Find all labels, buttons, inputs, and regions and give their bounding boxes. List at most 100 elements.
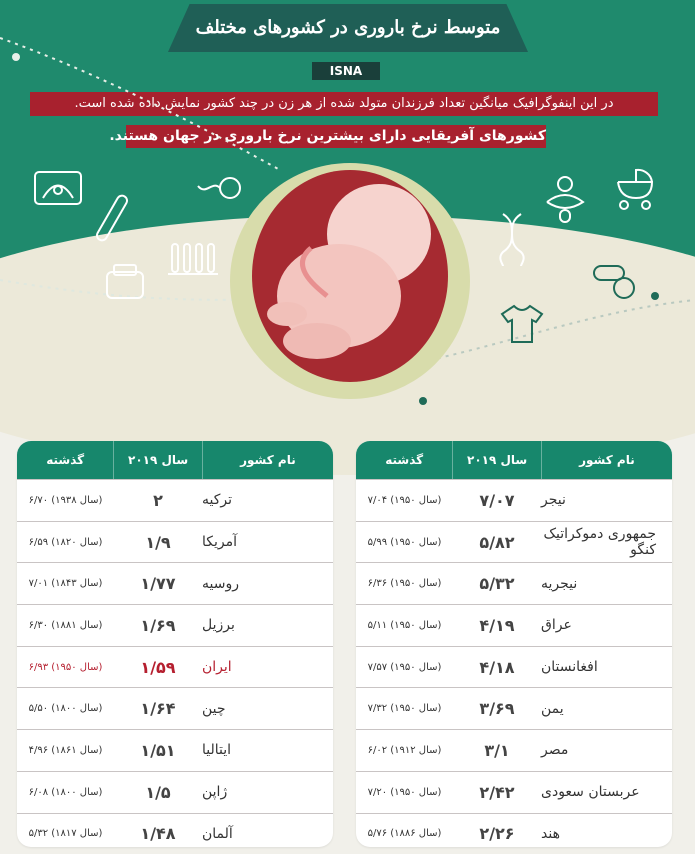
past-cell: ۷/۳۲ (سال ۱۹۵۰) <box>367 703 442 715</box>
rate-cell: ۱/۴۸ <box>140 824 176 844</box>
past-cell: ۵/۱۱ (سال ۱۹۵۰) <box>367 619 442 631</box>
past-cell: ۶/۰۲ (سال ۱۹۱۲) <box>367 744 442 756</box>
left-table-header: گذشته سال ۲۰۱۹ نام کشور <box>17 441 333 479</box>
country-cell: چین <box>202 700 226 717</box>
rate-cell: ۳/۱ <box>484 740 510 760</box>
header-year: سال ۲۰۱۹ <box>452 441 540 479</box>
table-row: ۵/۳۲ (سال ۱۸۱۷) ۱/۴۸ آلمان <box>17 812 333 848</box>
header-country: نام کشور <box>201 441 333 479</box>
table-row: ۶/۳۰ (سال ۱۸۸۱) ۱/۶۹ برزیل <box>17 604 333 646</box>
table-row: ۶/۳۶ (سال ۱۹۵۰) ۵/۳۲ نیجریه <box>356 562 672 604</box>
pacifier-icon <box>546 176 585 223</box>
country-cell: هند <box>541 825 560 842</box>
rate-cell: ۵/۳۲ <box>479 574 515 594</box>
past-cell: ۶/۳۰ (سال ۱۸۸۱) <box>28 619 103 631</box>
past-cell: ۵/۳۲ (سال ۱۸۱۷) <box>28 828 103 840</box>
table-row: ۵/۱۱ (سال ۱۹۵۰) ۴/۱۹ عراق <box>356 604 672 646</box>
rate-cell: ۱/۵ <box>145 782 171 802</box>
title-banner: متوسط نرخ باروری در کشورهای مختلف <box>168 4 528 52</box>
sperm-icon <box>197 177 241 199</box>
country-cell: روسیه <box>202 575 239 592</box>
rate-cell: ۲ <box>153 490 163 510</box>
ultrasound-icon <box>34 171 82 205</box>
past-cell: ۶/۵۹ (سال ۱۸۲۰) <box>28 536 103 548</box>
past-cell: ۷/۵۷ (سال ۱۹۵۰) <box>367 661 442 673</box>
country-cell: مصر <box>541 742 569 759</box>
country-cell: برزیل <box>202 617 235 634</box>
page-title: متوسط نرخ باروری در کشورهای مختلف <box>195 17 501 38</box>
past-cell: ۶/۷۰ (سال ۱۹۳۸) <box>28 494 103 506</box>
table-row: ۵/۷۶ (سال ۱۸۸۶) ۲/۲۶ هند <box>356 812 672 848</box>
intro-line-2: کشورهای آفریقایی دارای بیشترین نرخ بارور… <box>109 125 546 148</box>
country-cell: ترکیه <box>202 492 233 509</box>
country-cell: افغانستان <box>541 659 598 676</box>
pregnancy-test-icon <box>96 194 128 242</box>
country-cell: ایتالیا <box>202 742 232 759</box>
country-cell: جمهوری دموکراتیک کنگو <box>543 526 657 559</box>
table-row: ۴/۹۶ (سال ۱۸۶۱) ۱/۵۱ ایتالیا <box>17 729 333 771</box>
past-cell: ۶/۰۸ (سال ۱۸۰۰) <box>28 786 103 798</box>
past-cell: ۵/۹۹ (سال ۱۹۵۰) <box>367 536 442 548</box>
pills-icon <box>593 265 635 299</box>
table-row: ۷/۵۷ (سال ۱۹۵۰) ۴/۱۸ افغانستان <box>356 645 672 688</box>
dotted-curve <box>0 37 695 361</box>
dot-1 <box>12 53 20 61</box>
rate-cell: ۱/۵۹ <box>140 657 176 677</box>
table-row: ۶/۰۸ (سال ۱۸۰۰) ۱/۵ ژاپن <box>17 770 333 813</box>
scale-icon <box>106 264 144 299</box>
header-country: نام کشور <box>540 441 672 479</box>
rate-cell: ۴/۱۹ <box>479 615 515 635</box>
table-row: ۵/۹۹ (سال ۱۹۵۰) ۵/۸۲ جمهوری دموکراتیک کنگو <box>356 520 672 563</box>
rate-cell: ۷/۰۷ <box>479 490 515 510</box>
rate-cell: ۱/۵۱ <box>140 740 176 760</box>
table-row: ۷/۲۰ (سال ۱۹۵۰) ۲/۴۲ عربستان سعودی <box>356 770 672 813</box>
header-past: گذشته <box>46 453 85 467</box>
intro-line-1: در این اینفوگرافیک میانگین تعداد فرزندان… <box>30 92 658 116</box>
isna-badge: ISNA <box>312 62 380 80</box>
rate-cell: ۲/۲۶ <box>479 824 515 844</box>
past-cell: ۷/۲۰ (سال ۱۹۵۰) <box>367 786 442 798</box>
baby-onesie-icon <box>500 304 544 343</box>
rate-cell: ۱/۶۹ <box>140 615 176 635</box>
dot-2 <box>419 397 427 405</box>
rate-cell: ۱/۷۷ <box>140 574 176 594</box>
stroller-icon <box>617 168 654 210</box>
dna-icon <box>499 213 525 267</box>
country-cell: عربستان سعودی <box>541 784 640 801</box>
country-cell: ژاپن <box>202 784 228 801</box>
table-row: ۶/۷۰ (سال ۱۹۳۸) ۲ ترکیه <box>17 479 333 521</box>
past-cell: ۴/۹۶ (سال ۱۸۶۱) <box>28 744 103 756</box>
left-table: گذشته سال ۲۰۱۹ نام کشور ۶/۷۰ (سال ۱۹۳۸) ۲… <box>17 441 333 847</box>
rate-cell: ۳/۶۹ <box>479 699 515 719</box>
table-row: ۶/۵۹ (سال ۱۸۲۰) ۱/۹ آمریکا <box>17 520 333 563</box>
table-row: ۶/۹۳ (سال ۱۹۵۰) ۱/۵۹ ایران <box>17 645 333 688</box>
table-row: ۶/۰۲ (سال ۱۹۱۲) ۳/۱ مصر <box>356 729 672 771</box>
table-row: ۷/۰۱ (سال ۱۸۴۳) ۱/۷۷ روسیه <box>17 562 333 604</box>
past-cell: ۵/۵۰ (سال ۱۸۰۰) <box>28 703 103 715</box>
past-cell: ۷/۰۴ (سال ۱۹۵۰) <box>367 494 442 506</box>
country-cell: آمریکا <box>202 534 238 551</box>
country-cell: عراق <box>541 617 572 634</box>
rate-cell: ۱/۹ <box>145 532 171 552</box>
rate-cell: ۲/۴۲ <box>479 782 515 802</box>
rate-cell: ۵/۸۲ <box>479 532 515 552</box>
rate-cell: ۴/۱۸ <box>479 657 515 677</box>
past-cell: ۶/۹۳ (سال ۱۹۵۰) <box>28 661 103 673</box>
table-row: ۷/۳۲ (سال ۱۹۵۰) ۳/۶۹ یمن <box>356 687 672 729</box>
table-row: ۷/۰۴ (سال ۱۹۵۰) ۷/۰۷ نیجر <box>356 479 672 521</box>
right-table-header: گذشته سال ۲۰۱۹ نام کشور <box>356 441 672 479</box>
past-cell: ۶/۳۶ (سال ۱۹۵۰) <box>367 578 442 590</box>
header-year: سال ۲۰۱۹ <box>113 441 201 479</box>
test-tubes-icon <box>168 243 218 275</box>
dot-3 <box>651 292 659 300</box>
rate-cell: ۱/۶۴ <box>140 699 176 719</box>
country-cell: نیجریه <box>541 575 578 592</box>
country-cell: یمن <box>541 700 564 717</box>
country-cell: آلمان <box>202 825 233 842</box>
country-cell: نیجر <box>541 492 566 509</box>
table-row: ۵/۵۰ (سال ۱۸۰۰) ۱/۶۴ چین <box>17 687 333 729</box>
past-cell: ۵/۷۶ (سال ۱۸۸۶) <box>367 828 442 840</box>
past-cell: ۷/۰۱ (سال ۱۸۴۳) <box>28 578 103 590</box>
header-past: گذشته <box>385 453 424 467</box>
